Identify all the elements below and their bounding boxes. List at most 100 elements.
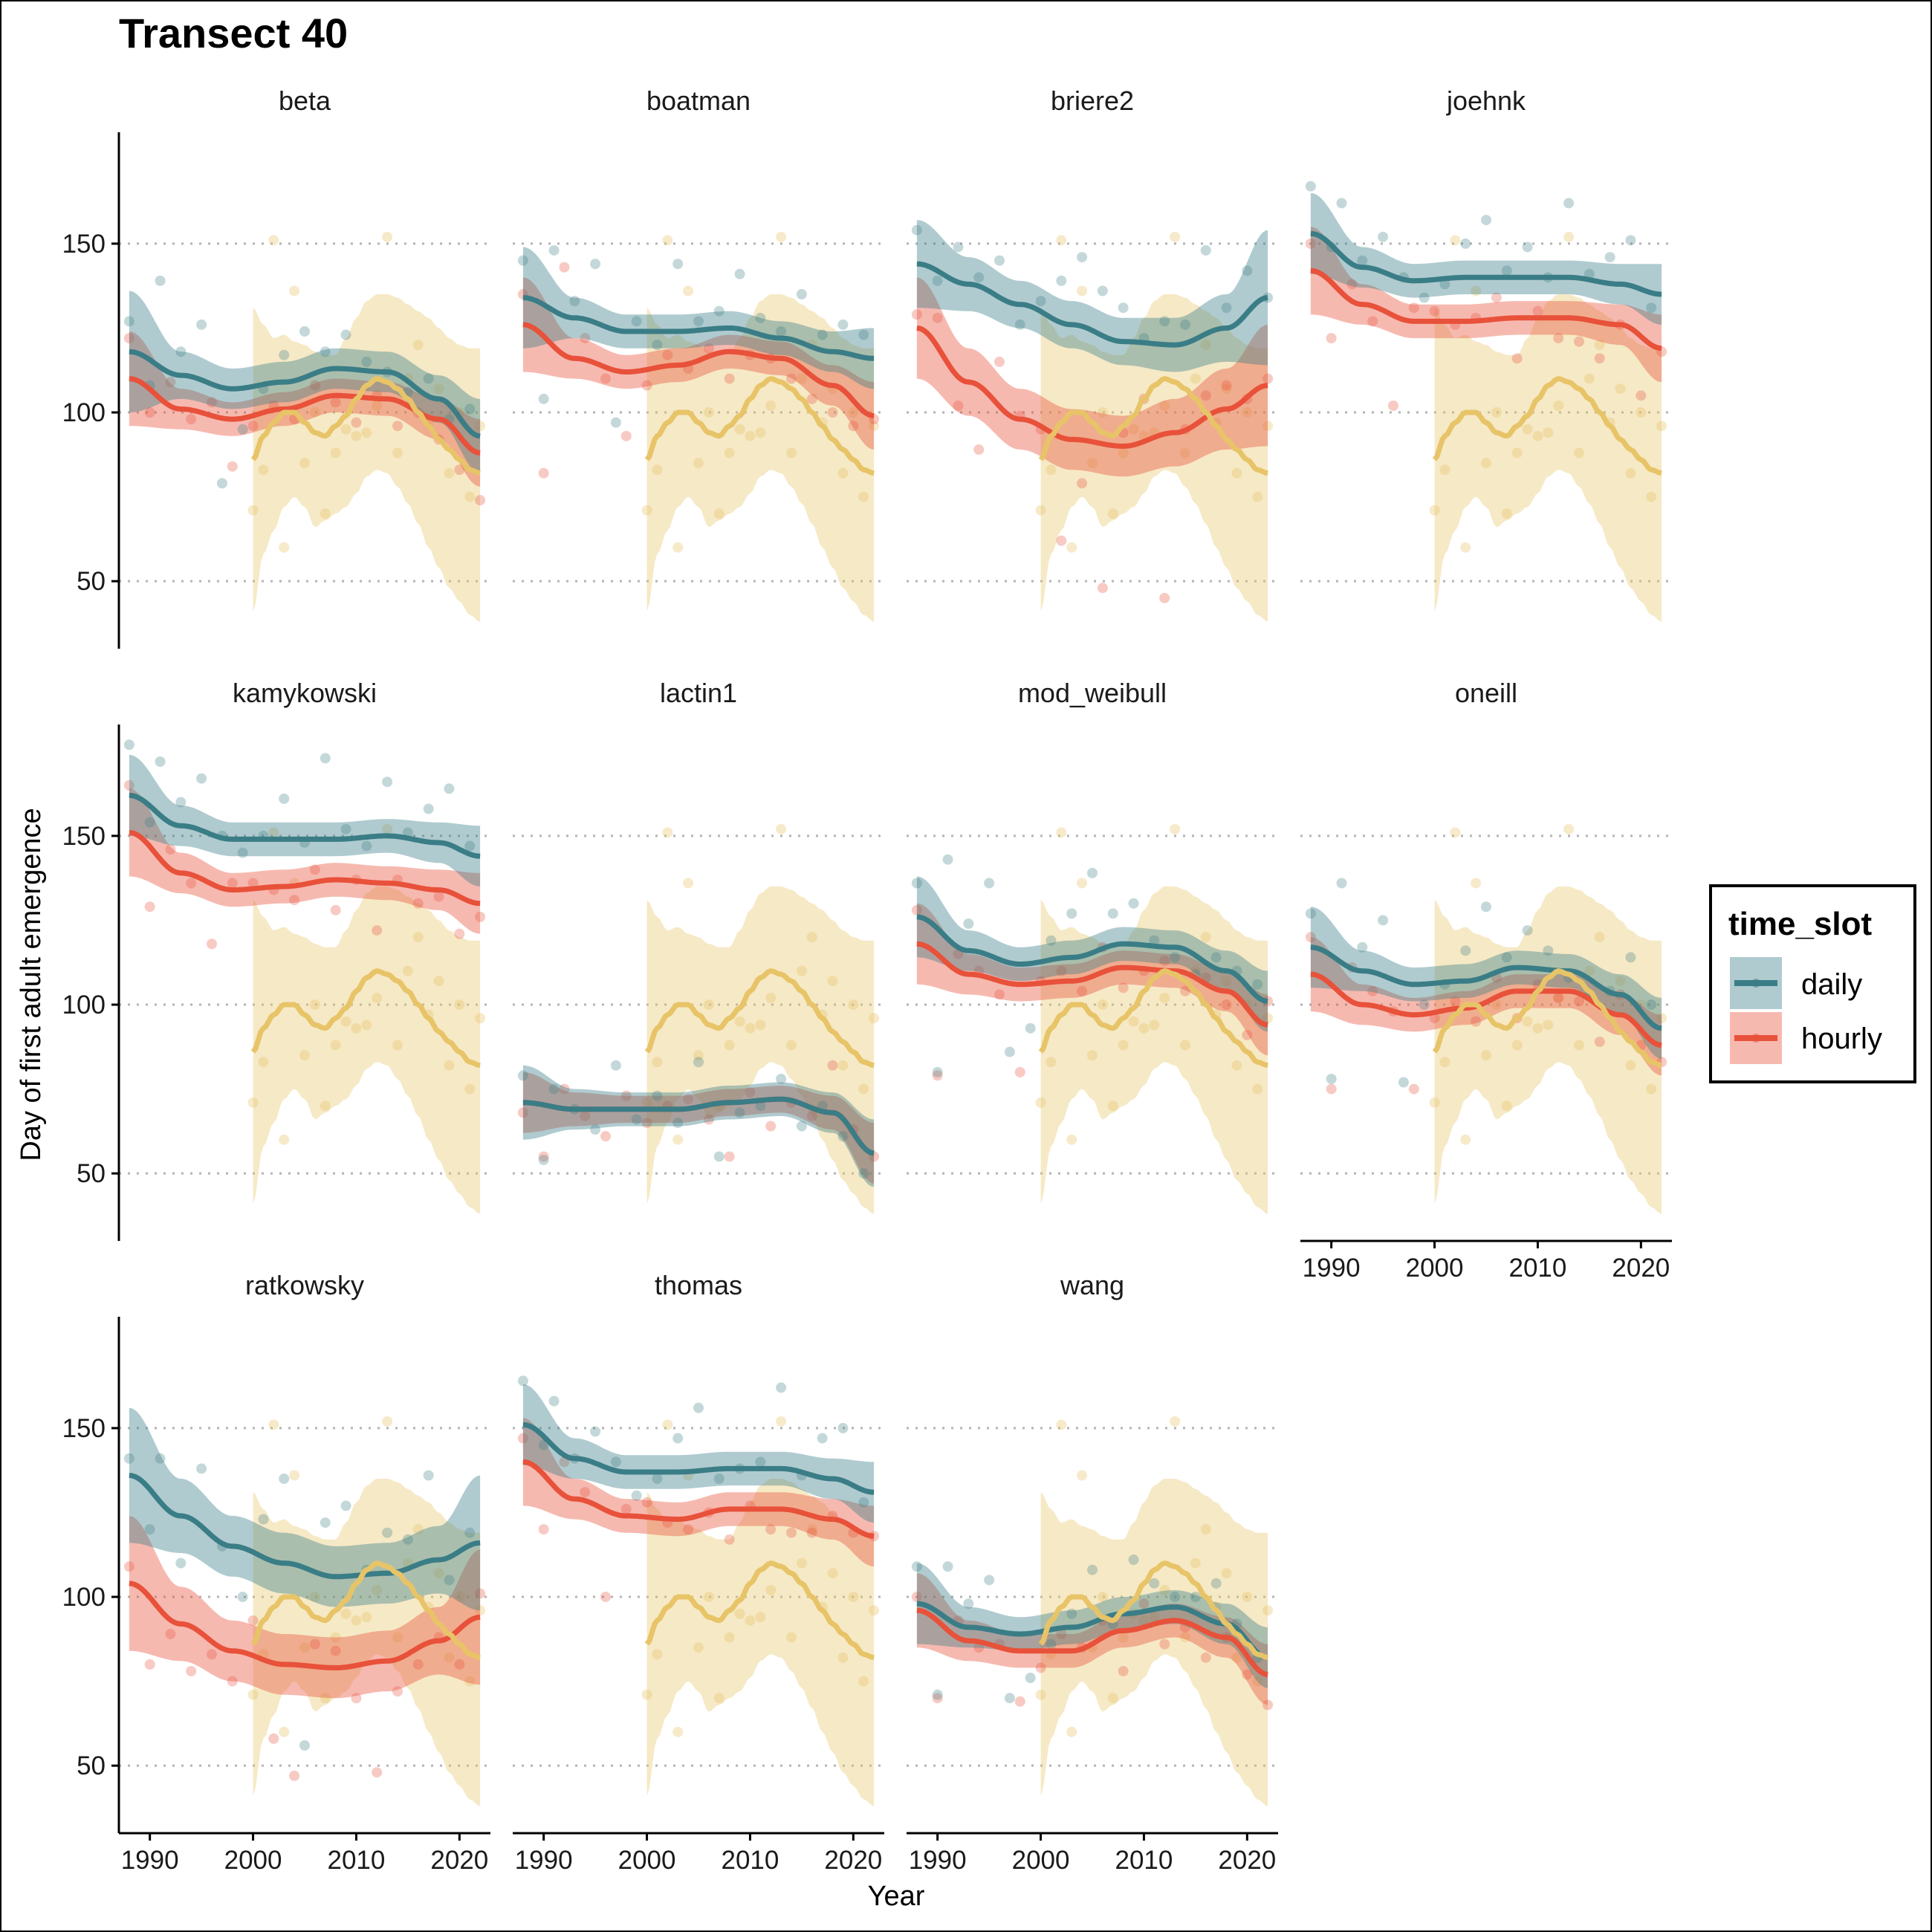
hourly-ribbon (522, 277, 875, 450)
daily-point (402, 1534, 413, 1545)
daily-point (1242, 265, 1253, 276)
observed-point (858, 1083, 869, 1095)
hourly-point (827, 407, 838, 418)
observed-point (268, 827, 279, 838)
hourly-point (1346, 279, 1358, 290)
observed-point (703, 999, 714, 1011)
daily-point (1625, 952, 1636, 963)
observed-point (869, 421, 880, 432)
observed-point (1035, 505, 1046, 516)
observed-ribbon (646, 294, 875, 622)
daily-point (1210, 952, 1222, 963)
observed-point (1221, 976, 1232, 987)
observed-point (848, 407, 859, 418)
observed-point (1262, 1013, 1274, 1024)
observed-point (454, 999, 465, 1011)
daily-point (1046, 1638, 1057, 1650)
hourly-point (351, 417, 362, 428)
observed-ribbon (646, 886, 875, 1214)
observed-point (806, 1524, 817, 1535)
observed-point (1636, 407, 1647, 418)
daily-point (155, 275, 166, 286)
hourly-point (620, 430, 632, 441)
hourly-point (559, 262, 570, 273)
observed-point (402, 965, 413, 976)
hourly-point (227, 878, 238, 889)
daily-point (237, 847, 248, 858)
observed-point (299, 1050, 310, 1061)
daily-point (1118, 302, 1129, 314)
observed-point (1481, 458, 1491, 469)
daily-ribbon (1310, 907, 1662, 1059)
hourly-point (1553, 992, 1564, 1003)
hourly-point (517, 1433, 528, 1444)
observed-point (1097, 407, 1108, 418)
observed-point (765, 992, 777, 1003)
daily-point (610, 1060, 621, 1071)
hourly-point (703, 343, 714, 354)
observed-point (320, 1693, 331, 1704)
observed-point (372, 1584, 383, 1595)
daily-point (1066, 908, 1077, 919)
observed-point (1159, 400, 1170, 411)
observed-point (1231, 1060, 1242, 1071)
hourly-point (1408, 1083, 1419, 1095)
observed-point (1460, 1134, 1471, 1145)
hourly-point (1200, 1652, 1211, 1663)
daily-point (196, 319, 207, 330)
observed-point (713, 508, 724, 519)
hourly-point (786, 373, 797, 384)
panel-strip-label: oneill (1455, 678, 1517, 708)
observed-point (268, 1419, 279, 1430)
hourly-point (372, 925, 383, 936)
hourly-point (1594, 1036, 1605, 1047)
daily-smooth-line (1310, 230, 1662, 297)
hourly-point (1574, 996, 1584, 1007)
observed-point (1180, 1040, 1190, 1051)
x-tick-label: 2010 (1509, 1254, 1567, 1283)
daily-point (963, 1598, 974, 1610)
observed-point (869, 1605, 880, 1616)
observed-point (641, 1097, 652, 1108)
daily-point (1460, 238, 1471, 249)
hourly-point (165, 377, 176, 388)
observed-point (330, 447, 341, 458)
hourly-point (932, 1070, 943, 1081)
observed-point (382, 823, 393, 834)
hourly-point (724, 373, 735, 384)
observed-point (796, 965, 807, 976)
hourly-point (186, 1665, 197, 1676)
hourly-point (1491, 292, 1502, 303)
hourly-point (330, 1645, 341, 1656)
daily-point (1159, 316, 1170, 327)
observed-point (1138, 1615, 1150, 1626)
hourly-point (454, 1659, 465, 1670)
hourly-point (1574, 336, 1584, 347)
observed-point (412, 1524, 424, 1535)
y-tick-label: 100 (62, 398, 106, 427)
observed-point (1511, 1040, 1523, 1051)
hourly-point (1262, 1699, 1274, 1711)
observed-point (1138, 1022, 1150, 1034)
observed-point (1118, 1040, 1129, 1051)
hourly-point (932, 1693, 943, 1704)
hourly-point (745, 1087, 756, 1098)
observed-point (1097, 999, 1108, 1011)
hourly-point (703, 1114, 714, 1125)
observed-point (796, 373, 807, 384)
daily-ribbon (1310, 192, 1662, 325)
daily-point (340, 1500, 351, 1511)
observed-point (351, 1022, 362, 1034)
hourly-point (1014, 1066, 1025, 1077)
hourly-point (1305, 932, 1316, 943)
observed-smooth-line (644, 376, 875, 476)
observed-point (837, 1060, 849, 1071)
observed-point (662, 827, 673, 838)
observed-point (734, 1016, 745, 1027)
observed-point (1056, 827, 1067, 838)
hourly-point (1242, 1029, 1253, 1040)
observed-point (827, 1568, 838, 1579)
daily-point (1481, 901, 1491, 912)
observed-point (320, 1100, 331, 1112)
daily-point (382, 1527, 393, 1538)
